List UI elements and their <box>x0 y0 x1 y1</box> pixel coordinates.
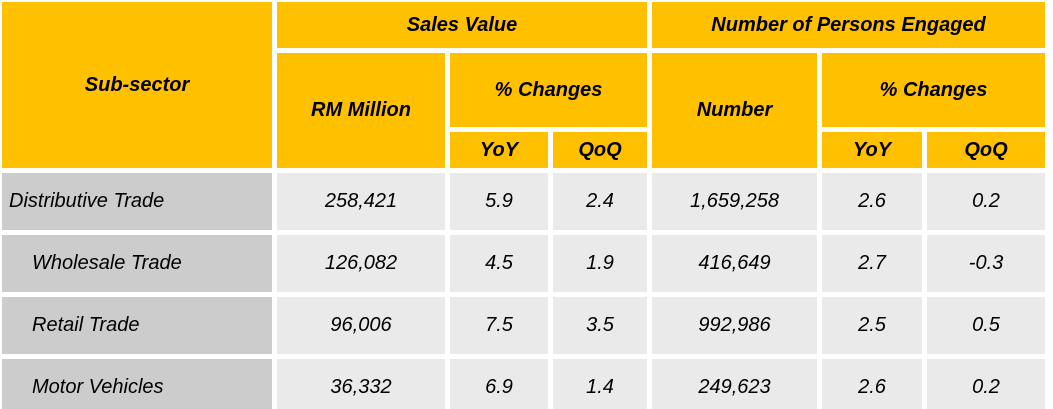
cell-persons-yoy: 2.6 <box>822 173 923 230</box>
header-sub-sector: Sub-sector <box>2 2 272 168</box>
table-row-retail-trade: Retail Trade 96,006 7.5 3.5 992,986 2.5 … <box>2 297 1046 354</box>
cell-sales-qoq: 2.4 <box>553 173 648 230</box>
row-label: Distributive Trade <box>2 173 272 230</box>
cell-sales-yoy: 6.9 <box>450 359 548 409</box>
header-sales-yoy: YoY <box>450 132 548 168</box>
header-row-periods: YoY QoQ YoY QoQ <box>2 132 1046 168</box>
cell-persons-qoq: 0.2 <box>927 173 1046 230</box>
cell-sales-qoq: 1.4 <box>553 359 648 409</box>
row-label: Wholesale Trade <box>2 235 272 292</box>
cell-sales-yoy: 4.5 <box>450 235 548 292</box>
cell-persons-qoq: -0.3 <box>927 235 1046 292</box>
header-sales-qoq: QoQ <box>553 132 648 168</box>
cell-persons-yoy: 2.6 <box>822 359 923 409</box>
header-number: Number <box>652 53 818 168</box>
header-sales-pct-changes: % Changes <box>450 53 648 127</box>
header-rm-million: RM Million <box>277 53 445 168</box>
cell-persons-number: 1,659,258 <box>652 173 818 230</box>
cell-sales-rm-million: 96,006 <box>277 297 445 354</box>
cell-persons-number: 416,649 <box>652 235 818 292</box>
table-row-motor-vehicles: Motor Vehicles 36,332 6.9 1.4 249,623 2.… <box>2 359 1046 409</box>
cell-persons-yoy: 2.5 <box>822 297 923 354</box>
cell-sales-qoq: 1.9 <box>553 235 648 292</box>
row-label: Motor Vehicles <box>2 359 272 409</box>
cell-persons-qoq: 0.2 <box>927 359 1046 409</box>
cell-sales-qoq: 3.5 <box>553 297 648 354</box>
cell-sales-yoy: 5.9 <box>450 173 548 230</box>
table-row-wholesale-trade: Wholesale Trade 126,082 4.5 1.9 416,649 … <box>2 235 1046 292</box>
header-group-sales-value: Sales Value <box>277 2 648 48</box>
cell-persons-yoy: 2.7 <box>822 235 923 292</box>
cell-sales-rm-million: 36,332 <box>277 359 445 409</box>
header-persons-pct-changes: % Changes <box>822 53 1046 127</box>
header-row-groups: Sub-sector Sales Value Number of Persons… <box>2 2 1046 168</box>
cell-sales-rm-million: 126,082 <box>277 235 445 292</box>
cell-persons-qoq: 0.5 <box>927 297 1046 354</box>
table-row-distributive-trade: Distributive Trade 258,421 5.9 2.4 1,659… <box>2 173 1046 230</box>
header-persons-qoq: QoQ <box>927 132 1046 168</box>
cell-persons-number: 249,623 <box>652 359 818 409</box>
row-label: Retail Trade <box>2 297 272 354</box>
cell-sales-yoy: 7.5 <box>450 297 548 354</box>
cell-sales-rm-million: 258,421 <box>277 173 445 230</box>
header-row-measures: RM Million % Changes Number % Changes <box>2 53 1046 168</box>
cell-persons-number: 992,986 <box>652 297 818 354</box>
header-persons-yoy: YoY <box>822 132 923 168</box>
header-group-persons-engaged: Number of Persons Engaged <box>652 2 1046 48</box>
